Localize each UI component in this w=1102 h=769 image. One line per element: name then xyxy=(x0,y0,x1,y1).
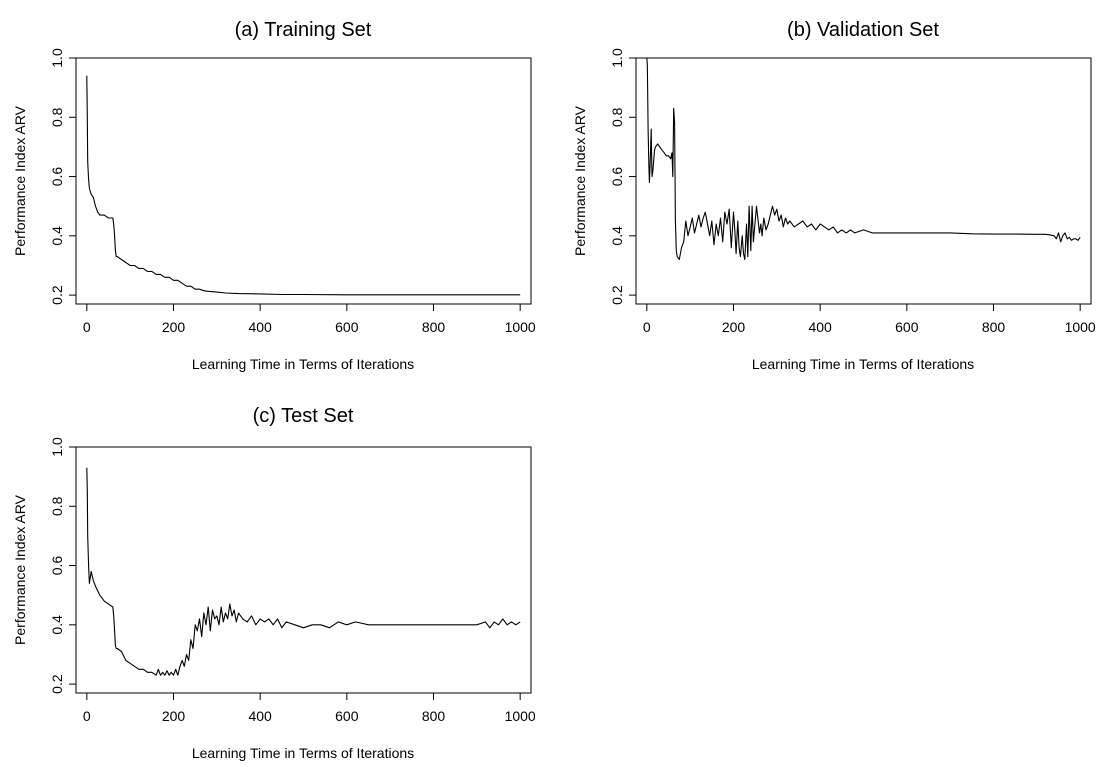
chart-title: (b) Validation Set xyxy=(787,19,939,41)
x-tick-label: 400 xyxy=(248,708,272,724)
series-line xyxy=(86,467,521,676)
y-tick-label: 0.2 xyxy=(609,285,625,305)
x-tick-label: 0 xyxy=(83,319,91,335)
x-axis-label: Learning Time in Terms of Iterations xyxy=(752,356,974,372)
x-tick-label: 800 xyxy=(422,319,446,335)
x-tick-label: 1000 xyxy=(505,708,536,724)
y-tick-label: 0.8 xyxy=(49,496,65,516)
x-tick-label: 600 xyxy=(895,319,919,335)
series-group xyxy=(646,57,1081,261)
x-tick-label: 200 xyxy=(162,319,186,335)
x-tick-label: 0 xyxy=(643,319,651,335)
y-tick-label: 0.4 xyxy=(609,226,625,246)
panel-training-set: (a) Training Set 0 200 400 600 800 1000 0.20.… xyxy=(12,19,536,372)
x-axis-label: Learning Time in Terms of Iterations xyxy=(192,356,414,372)
y-tick-label: 0.8 xyxy=(609,107,625,127)
y-axis: 0.2 0.4 0.6 0.8 1.0 xyxy=(49,48,77,305)
y-tick-label: 0.6 xyxy=(609,167,625,187)
x-tick-label: 0 xyxy=(83,708,91,724)
series-group xyxy=(86,467,521,676)
plot-frame xyxy=(75,446,532,694)
x-tick-label: 800 xyxy=(982,319,1006,335)
y-tick-label: 0.8 xyxy=(49,107,65,127)
y-axis: 0.2 0.4 0.6 0.8 1.0 xyxy=(49,437,77,694)
plot-frame xyxy=(635,57,1092,305)
x-axis: 0 200 400 600 800 1000 xyxy=(83,303,536,335)
x-axis-label: Learning Time in Terms of Iterations xyxy=(192,745,414,761)
panel-validation-set: (b) Validation Set 0 200 400 600 800 1000 0.2… xyxy=(572,19,1096,372)
y-tick-label: 0.6 xyxy=(49,556,65,576)
x-tick-label: 800 xyxy=(422,708,446,724)
panel-test-set: (c) Test Set 0 200 400 600 800 1000 0.2 0.4 0.6… xyxy=(12,405,536,761)
y-tick-label: 0.2 xyxy=(49,285,65,305)
y-axis-label: Performance Index ARV xyxy=(12,494,28,645)
chart-title: (c) Test Set xyxy=(253,405,354,427)
x-tick-label: 200 xyxy=(162,708,186,724)
y-axis: 0.2 0.4 0.6 0.8 1.0 xyxy=(609,48,637,305)
y-axis-label: Performance Index ARV xyxy=(12,105,28,256)
series-group xyxy=(86,75,521,296)
series-line xyxy=(86,75,521,296)
y-tick-label: 0.4 xyxy=(49,615,65,635)
x-tick-label: 1000 xyxy=(1065,319,1096,335)
y-tick-label: 1.0 xyxy=(49,437,65,457)
y-tick-label: 0.2 xyxy=(49,674,65,694)
y-tick-label: 1.0 xyxy=(49,48,65,68)
x-axis: 0 200 400 600 800 1000 xyxy=(643,303,1096,335)
chart-title: (a) Training Set xyxy=(235,19,372,41)
plot-frame xyxy=(75,57,532,305)
series-line xyxy=(646,57,1081,261)
x-tick-label: 600 xyxy=(335,319,359,335)
y-tick-label: 0.6 xyxy=(49,167,65,187)
x-tick-label: 600 xyxy=(335,708,359,724)
x-tick-label: 400 xyxy=(808,319,832,335)
x-tick-label: 400 xyxy=(248,319,272,335)
x-axis: 0 200 400 600 800 1000 xyxy=(83,692,536,724)
y-tick-label: 0.4 xyxy=(49,226,65,246)
y-axis-label: Performance Index ARV xyxy=(572,105,588,256)
x-tick-label: 200 xyxy=(722,319,746,335)
x-tick-label: 1000 xyxy=(505,319,536,335)
y-tick-label: 1.0 xyxy=(609,48,625,68)
